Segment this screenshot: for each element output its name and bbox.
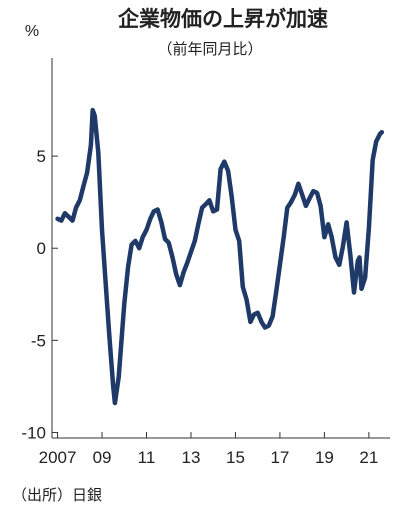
- x-axis-ticks: 2007 09 11 13 15 17 19 21: [39, 432, 378, 467]
- x-tick-label: 09: [93, 448, 112, 467]
- x-tick-label: 21: [359, 448, 378, 467]
- y-axis-ticks: 5 0 -5 -10: [21, 147, 58, 442]
- x-tick-label: 13: [182, 448, 201, 467]
- y-tick-label: 5: [37, 147, 46, 166]
- y-tick-label: 0: [37, 239, 46, 258]
- x-tick-label: 17: [270, 448, 289, 467]
- source-note: （出所）日銀: [12, 486, 102, 504]
- chart-subtitle: （前年同月比）: [157, 40, 262, 58]
- chart-title: 企業物価の上昇が加速: [117, 7, 328, 31]
- y-tick-label: -5: [31, 331, 46, 350]
- x-tick-label: 11: [138, 448, 156, 467]
- y-tick-label: -10: [21, 423, 46, 442]
- y-axis-unit: %: [25, 23, 39, 40]
- x-tick-label: 2007: [39, 448, 77, 467]
- x-tick-label: 19: [315, 448, 334, 467]
- series-line: [55, 107, 385, 406]
- x-tick-label: 15: [226, 448, 245, 467]
